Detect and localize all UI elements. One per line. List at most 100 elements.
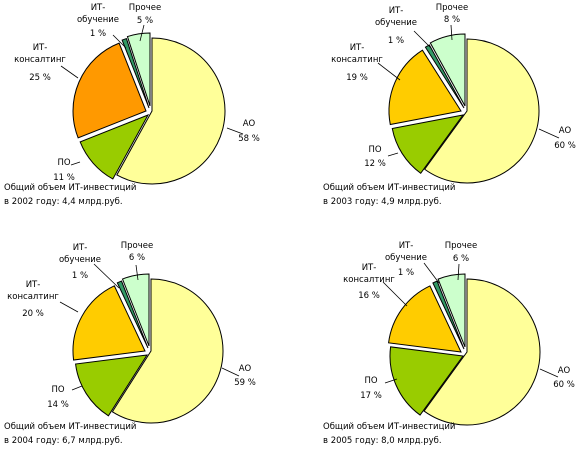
leader-line	[423, 262, 440, 284]
slice-name-label: Прочее	[121, 241, 153, 251]
slice-value-label: 19 %	[346, 73, 368, 83]
slice-name-label: АО	[559, 126, 572, 136]
pie-slice-ao	[423, 38, 540, 184]
leader-line	[539, 368, 559, 378]
slice-value-label: 60 %	[553, 380, 575, 390]
slice-value-label: 20 %	[22, 309, 44, 319]
chart-caption-line1: Общий объем ИТ-инвестиций	[4, 183, 136, 193]
pie-slice-ao	[111, 278, 224, 424]
pie-slice-prochee	[429, 33, 466, 107]
pie-slice-ao	[116, 37, 226, 185]
slice-value-label: 6 %	[453, 254, 469, 264]
slice-name-label: ПО	[51, 385, 64, 395]
leader-line	[221, 367, 240, 377]
pie-slice-prochee	[126, 32, 151, 107]
pie-slice-it-konsalting-2002	[72, 42, 147, 139]
slice-name-label: обучение	[59, 255, 101, 265]
leader-line	[70, 161, 81, 166]
slice-name-label: АО	[243, 119, 256, 129]
leader-line	[59, 301, 79, 313]
slice-name-label: ИТ-	[399, 241, 414, 251]
slice-value-label: 1 %	[72, 271, 88, 281]
leader-line	[71, 385, 83, 391]
slice-value-label: 12 %	[364, 159, 386, 169]
slice-name-label: АО	[239, 364, 252, 374]
slice-name-label: консалтинг	[14, 55, 66, 65]
pie-slice-it-obuchenie	[424, 44, 465, 109]
slice-name-label: ПО	[368, 145, 381, 155]
slice-name-label: Прочее	[445, 241, 477, 251]
leader-line	[139, 24, 145, 42]
leader-line	[538, 128, 560, 139]
leader-line	[457, 263, 460, 281]
slice-value-label: 8 %	[444, 15, 460, 25]
pie-chart-4: АО 60 % ПО 17 % ИТ-консалтинг 16 % ИТ-обучение…	[323, 241, 575, 446]
slice-value-label: 6 %	[129, 253, 145, 263]
slice-name-label: обучение	[77, 15, 119, 25]
slice-value-label: 16 %	[358, 291, 380, 301]
pie-slice-prochee	[437, 273, 466, 348]
pie-slice-it-konsalting	[72, 285, 146, 361]
pie-chart-2: АО 60 % ПО 12 % ИТ-консалтинг 19 % ИТ-обучение…	[323, 3, 576, 207]
slice-name-label: ПО	[364, 376, 377, 386]
slice-name-label: ИТ-	[26, 280, 41, 290]
slice-name-label: консалтинг	[7, 292, 59, 302]
leader-line	[413, 30, 432, 49]
slice-name-label: обучение	[385, 253, 427, 263]
pie-slice-it-konsalting	[388, 49, 462, 126]
leader-line	[377, 62, 401, 81]
chart-caption-line2: в 2005 году: 8,0 млрд.руб.	[323, 436, 442, 446]
slice-name-label: ИТ-	[389, 6, 404, 16]
pie-slice-po	[391, 114, 465, 174]
slice-name-label: ПО	[57, 158, 70, 168]
leader-line	[384, 378, 398, 384]
slice-name-label: Прочее	[129, 3, 161, 13]
pie-slice-it-obuchenie	[116, 280, 149, 349]
slice-value-label: 1 %	[388, 36, 404, 46]
pie-slice-po	[389, 346, 464, 416]
pie-slice-it-obuchenie	[121, 37, 150, 109]
pie-slice-po	[79, 114, 150, 180]
chart-caption-line1: Общий объем ИТ-инвестиций	[323, 422, 455, 432]
slice-value-label: 14 %	[47, 400, 69, 410]
slice-value-label: 60 %	[554, 141, 576, 151]
slice-name-label: ИТ-	[33, 43, 48, 53]
slice-name-label: ИТ-	[362, 263, 377, 273]
leader-line	[93, 263, 120, 289]
chart-caption-line2: в 2003 году: 4,9 млрд.руб.	[323, 197, 442, 207]
leader-line	[135, 264, 139, 281]
slice-value-label: 11 %	[53, 173, 75, 183]
leader-line	[382, 281, 408, 307]
slice-value-label: 17 %	[360, 391, 382, 401]
pie-slice-po	[75, 354, 148, 417]
leader-line	[387, 152, 399, 157]
slice-name-label: ИТ-	[73, 243, 88, 253]
leader-line	[60, 65, 79, 79]
chart-caption-line1: Общий объем ИТ-инвестиций	[323, 183, 455, 193]
leader-line	[112, 34, 127, 49]
slice-value-label: 1 %	[90, 29, 106, 39]
chart-caption-line2: в 2002 году: 4,4 млрд.руб.	[4, 197, 123, 207]
slice-value-label: 25 %	[29, 73, 51, 83]
pie-slice-prochee	[121, 273, 150, 347]
pie-chart-3: АО 59 % ПО 14 % ИТ-консалтинг 20 % ИТ-обучение…	[4, 241, 256, 446]
slice-value-label: 5 %	[137, 16, 153, 26]
slice-name-label: ИТ-	[350, 43, 365, 53]
pie-slice-ao	[423, 278, 541, 426]
slice-name-label: ИТ-	[91, 3, 106, 13]
leader-line	[226, 127, 244, 135]
slice-name-label: Прочее	[436, 3, 468, 13]
chart-caption-line1: Общий объем ИТ-инвестиций	[4, 422, 136, 432]
slice-value-label: 1 %	[398, 268, 414, 278]
leader-line	[450, 24, 453, 41]
slice-value-label: 59 %	[234, 378, 256, 388]
slice-name-label: консалтинг	[331, 55, 383, 65]
slice-name-label: обучение	[375, 18, 417, 28]
pie-chart-1: АО 58 % ПО 11 % ИТ-консалтинг 25 % ИТ-обучение…	[4, 3, 260, 207]
slice-name-label: консалтинг	[343, 275, 395, 285]
slice-value-label: 58 %	[238, 134, 260, 144]
pie-slice-it-konsalting	[388, 285, 462, 353]
chart-caption-line2: в 2004 году: 6,7 млрд.руб.	[4, 436, 123, 446]
slice-name-label: АО	[558, 366, 571, 376]
